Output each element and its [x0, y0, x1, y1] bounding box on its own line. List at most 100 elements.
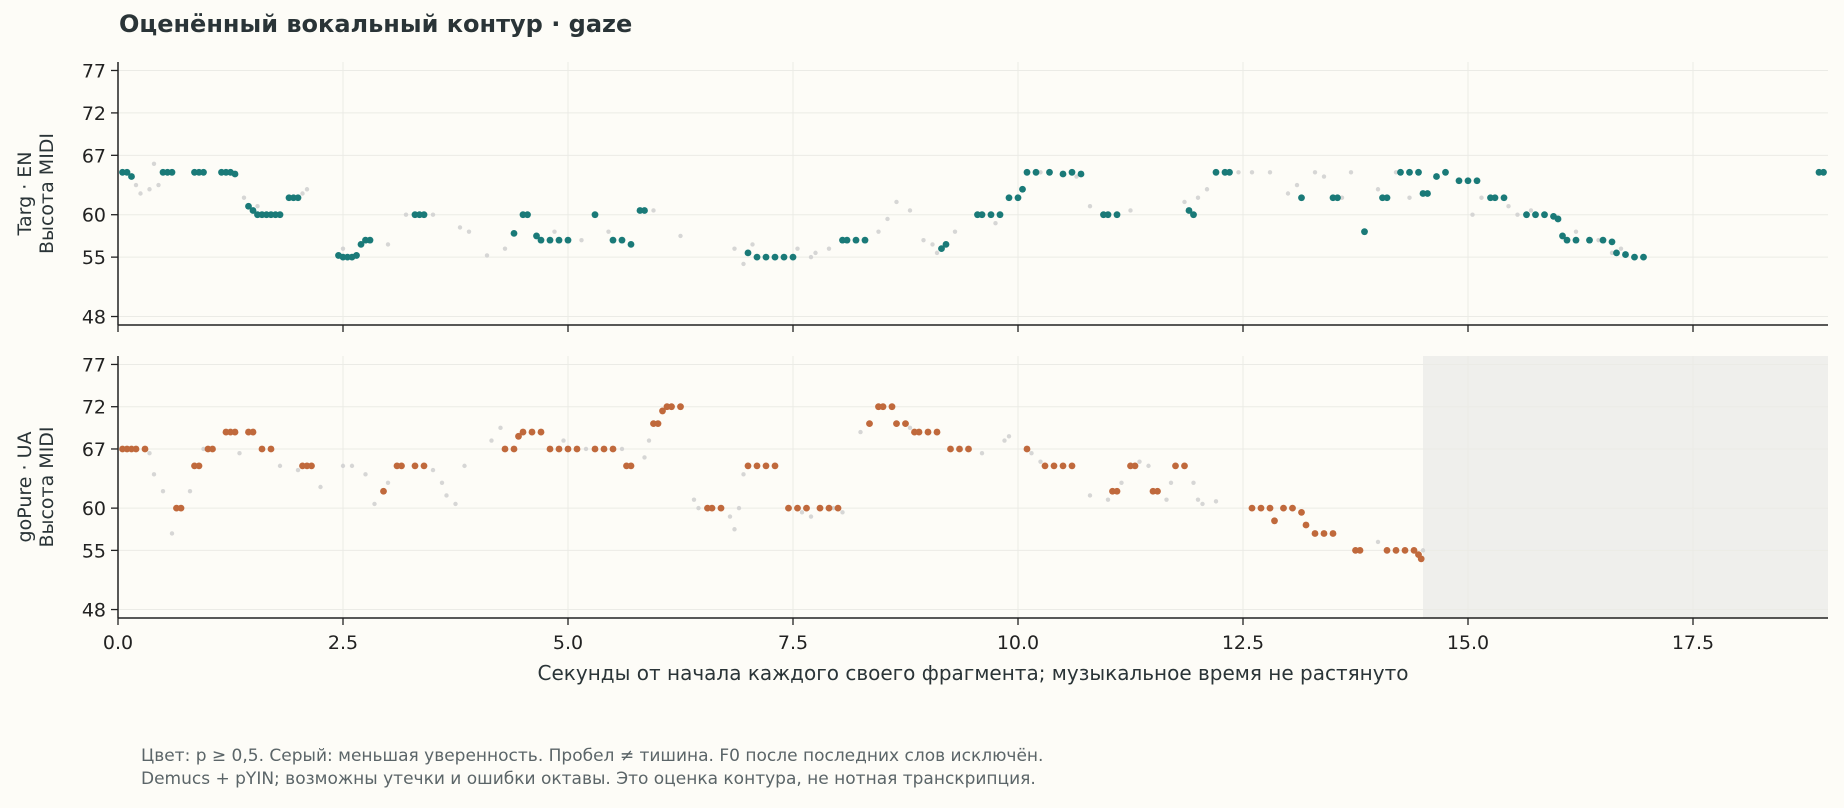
pitch-point — [1257, 504, 1265, 512]
low-confidence-point — [1137, 459, 1142, 464]
low-confidence-point — [187, 489, 193, 494]
pitch-point — [1019, 185, 1026, 193]
pitch-point — [515, 432, 522, 440]
low-confidence-point — [741, 472, 746, 477]
low-confidence-point — [741, 261, 746, 267]
pitch-point — [1455, 177, 1463, 185]
low-confidence-point — [583, 446, 589, 452]
pitch-point — [1050, 462, 1058, 470]
pitch-point — [177, 504, 185, 512]
low-confidence-point — [921, 237, 926, 243]
pitch-point — [659, 407, 666, 415]
y-tick-label: 72 — [82, 103, 106, 125]
pitch-point — [1464, 177, 1472, 185]
pitch-point — [825, 504, 833, 512]
pitch-point — [524, 211, 531, 219]
low-confidence-point — [255, 204, 260, 209]
pitch-point — [1154, 487, 1161, 495]
pitch-point — [627, 462, 635, 470]
low-confidence-point — [808, 514, 814, 519]
pitch-point — [1185, 207, 1193, 214]
pitch-point — [1046, 168, 1053, 176]
x-tick-label: 0.0 — [103, 632, 133, 654]
pitch-point — [1523, 211, 1530, 219]
low-confidence-point — [1006, 434, 1012, 439]
pitch-point — [398, 462, 405, 470]
pitch-point — [1212, 168, 1220, 176]
pitch-point — [1554, 215, 1562, 223]
pitch-point — [996, 211, 1004, 219]
pitch-point — [1401, 546, 1409, 554]
low-confidence-point — [1420, 548, 1426, 553]
pitch-point — [987, 211, 995, 219]
low-confidence-point — [1213, 499, 1219, 504]
pitch-point — [420, 462, 428, 470]
pitch-point — [267, 445, 275, 453]
low-confidence-point — [552, 229, 557, 234]
pitch-point — [965, 445, 972, 453]
low-confidence-point — [147, 187, 152, 192]
pitch-point — [591, 445, 599, 453]
y-tick-label: 77 — [82, 60, 106, 82]
pitch-point — [1559, 232, 1566, 240]
low-confidence-point — [439, 480, 445, 485]
low-confidence-point — [147, 450, 152, 456]
pitch-point — [1068, 168, 1076, 176]
low-confidence-point — [385, 242, 391, 247]
pitch-point — [677, 403, 684, 411]
pitch-point — [803, 504, 810, 512]
pitch-point — [753, 462, 761, 470]
pitch-point — [744, 462, 752, 470]
low-confidence-point — [295, 467, 301, 473]
pitch-point — [1298, 508, 1305, 516]
pitch-point — [1248, 504, 1256, 512]
pitch-point — [249, 428, 257, 436]
pitch-point — [1361, 228, 1368, 236]
pitch-point — [1271, 517, 1278, 525]
pitch-point — [1068, 462, 1076, 470]
pitch-point — [816, 504, 824, 512]
low-confidence-point — [579, 237, 584, 243]
low-confidence-point — [1285, 191, 1291, 196]
pitch-point — [744, 249, 752, 257]
pitch-point — [1329, 530, 1337, 537]
low-confidence-point — [340, 246, 346, 251]
pitch-point — [1059, 462, 1067, 470]
low-confidence-point — [1528, 208, 1534, 213]
pitch-point — [1500, 194, 1508, 202]
y-tick-label: 55 — [82, 540, 106, 562]
pitch-point — [879, 403, 887, 411]
low-confidence-point — [1074, 174, 1079, 179]
low-confidence-point — [831, 505, 836, 511]
pitch-point — [956, 445, 963, 453]
low-confidence-point — [1596, 237, 1601, 243]
low-confidence-point — [1339, 195, 1345, 200]
pitch-point — [1541, 211, 1548, 219]
low-confidence-point — [1470, 212, 1475, 217]
pitch-point — [1032, 168, 1040, 176]
low-confidence-point — [462, 463, 467, 469]
pitch-point — [1104, 211, 1112, 219]
low-confidence-point — [885, 216, 890, 222]
low-confidence-point — [1506, 204, 1511, 209]
x-tick-label: 15.0 — [1447, 632, 1489, 654]
low-confidence-point — [1002, 438, 1007, 443]
low-confidence-point — [1393, 170, 1399, 175]
low-confidence-point — [318, 484, 323, 490]
pitch-point — [533, 232, 540, 240]
pitch-point — [771, 462, 779, 470]
low-confidence-point — [277, 463, 283, 469]
panel-bottom: 48 55 60 67 72 77 0.0 2.5 5.0 7.5 10.0 12.5 15.0 17.5… — [14, 354, 1828, 685]
pitch-point — [411, 462, 419, 470]
low-confidence-point — [151, 161, 157, 167]
pitch-point — [852, 236, 860, 244]
low-confidence-point — [484, 253, 490, 258]
low-confidence-point — [1195, 195, 1201, 200]
low-confidence-point — [691, 497, 697, 502]
low-confidence-point — [237, 450, 242, 456]
pitch-point — [1320, 530, 1328, 537]
low-confidence-point — [1105, 497, 1111, 502]
low-confidence-point — [1321, 174, 1327, 179]
pitch-point — [537, 236, 545, 244]
pitch-point — [1302, 521, 1310, 529]
